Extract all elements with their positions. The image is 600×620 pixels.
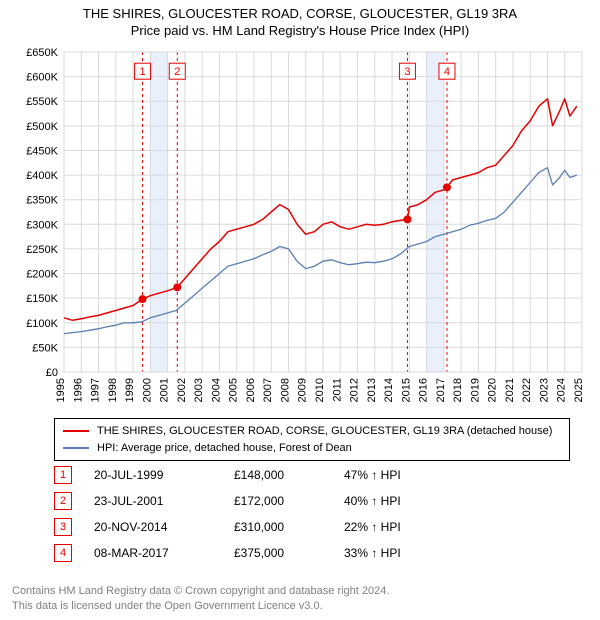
sales-row: 3 20-NOV-2014£310,00022% ↑ HPI xyxy=(54,514,444,540)
sale-diff: 22% ↑ HPI xyxy=(344,520,444,534)
svg-text:£150K: £150K xyxy=(26,293,58,305)
svg-text:£600K: £600K xyxy=(26,72,58,84)
svg-text:2016: 2016 xyxy=(418,378,430,402)
svg-text:2019: 2019 xyxy=(469,378,481,402)
svg-text:£50K: £50K xyxy=(32,342,58,354)
sale-diff: 33% ↑ HPI xyxy=(344,546,444,560)
sale-badge: 1 xyxy=(54,466,72,484)
svg-text:2022: 2022 xyxy=(521,378,533,402)
svg-text:2010: 2010 xyxy=(314,378,326,402)
legend-label: HPI: Average price, detached house, Fore… xyxy=(97,440,352,457)
svg-text:£650K: £650K xyxy=(26,47,58,59)
sale-price: £310,000 xyxy=(234,520,344,534)
sale-badge: 2 xyxy=(54,492,72,510)
legend: THE SHIRES, GLOUCESTER ROAD, CORSE, GLOU… xyxy=(54,418,570,461)
svg-text:2012: 2012 xyxy=(349,378,361,402)
legend-item: HPI: Average price, detached house, Fore… xyxy=(63,440,561,457)
sale-date: 08-MAR-2017 xyxy=(94,546,234,560)
svg-text:2008: 2008 xyxy=(279,378,291,402)
svg-text:2015: 2015 xyxy=(400,378,412,402)
svg-text:2007: 2007 xyxy=(262,378,274,402)
footer-line: Contains HM Land Registry data © Crown c… xyxy=(12,584,389,599)
svg-text:3: 3 xyxy=(404,66,410,78)
sale-date: 20-NOV-2014 xyxy=(94,520,234,534)
sales-table: 1 20-JUL-1999£148,00047% ↑ HPI 2 23-JUL-200… xyxy=(54,462,444,566)
svg-text:2013: 2013 xyxy=(366,378,378,402)
sale-date: 23-JUL-2001 xyxy=(94,494,234,508)
svg-text:1999: 1999 xyxy=(124,378,136,402)
svg-text:1997: 1997 xyxy=(90,378,102,402)
legend-swatch xyxy=(63,430,89,432)
svg-text:1996: 1996 xyxy=(72,378,84,402)
svg-text:£100K: £100K xyxy=(26,318,58,330)
sale-badge: 4 xyxy=(54,544,72,562)
svg-text:2003: 2003 xyxy=(193,378,205,402)
chart-svg: £0 £50K £100K £150K £200K £250K £300K £350K £400… xyxy=(10,46,590,406)
svg-text:2018: 2018 xyxy=(452,378,464,402)
svg-text:2025: 2025 xyxy=(573,378,585,402)
svg-text:£200K: £200K xyxy=(26,269,58,281)
figure-container: THE SHIRES, GLOUCESTER ROAD, CORSE, GLOU… xyxy=(0,0,600,620)
sale-price: £375,000 xyxy=(234,546,344,560)
svg-text:1995: 1995 xyxy=(55,378,67,402)
legend-item: THE SHIRES, GLOUCESTER ROAD, CORSE, GLOU… xyxy=(63,423,561,440)
svg-text:2002: 2002 xyxy=(176,378,188,402)
sale-price: £148,000 xyxy=(234,468,344,482)
legend-swatch xyxy=(63,447,89,449)
svg-text:£450K: £450K xyxy=(26,145,58,157)
svg-text:2001: 2001 xyxy=(159,378,171,402)
svg-text:2011: 2011 xyxy=(331,378,343,402)
svg-text:2005: 2005 xyxy=(228,378,240,402)
sale-diff: 47% ↑ HPI xyxy=(344,468,444,482)
svg-text:1998: 1998 xyxy=(107,378,119,402)
svg-text:£300K: £300K xyxy=(26,219,58,231)
sale-diff: 40% ↑ HPI xyxy=(344,494,444,508)
sales-row: 4 08-MAR-2017£375,00033% ↑ HPI xyxy=(54,540,444,566)
chart-title-line2: Price paid vs. HM Land Registry's House … xyxy=(0,23,600,40)
svg-text:£550K: £550K xyxy=(26,96,58,108)
svg-text:£400K: £400K xyxy=(26,170,58,182)
svg-text:2017: 2017 xyxy=(435,378,447,402)
sale-badge: 3 xyxy=(54,518,72,536)
footer: Contains HM Land Registry data © Crown c… xyxy=(12,584,389,614)
legend-label: THE SHIRES, GLOUCESTER ROAD, CORSE, GLOU… xyxy=(97,423,552,440)
title-block: THE SHIRES, GLOUCESTER ROAD, CORSE, GLOU… xyxy=(0,0,600,40)
svg-text:£500K: £500K xyxy=(26,121,58,133)
svg-text:£350K: £350K xyxy=(26,195,58,207)
svg-text:2021: 2021 xyxy=(504,378,516,402)
svg-text:2004: 2004 xyxy=(210,378,222,402)
chart-area: £0 £50K £100K £150K £200K £250K £300K £350K £400… xyxy=(10,46,590,406)
svg-text:£0: £0 xyxy=(46,367,58,379)
sales-row: 2 23-JUL-2001£172,00040% ↑ HPI xyxy=(54,488,444,514)
svg-text:2000: 2000 xyxy=(141,378,153,402)
svg-text:4: 4 xyxy=(444,66,450,78)
sale-date: 20-JUL-1999 xyxy=(94,468,234,482)
svg-text:1: 1 xyxy=(140,66,146,78)
svg-text:2024: 2024 xyxy=(556,378,568,402)
chart-title-line1: THE SHIRES, GLOUCESTER ROAD, CORSE, GLOU… xyxy=(0,6,600,23)
footer-line: This data is licensed under the Open Gov… xyxy=(12,599,389,614)
svg-text:2006: 2006 xyxy=(245,378,257,402)
svg-text:2020: 2020 xyxy=(487,378,499,402)
sales-row: 1 20-JUL-1999£148,00047% ↑ HPI xyxy=(54,462,444,488)
svg-text:2009: 2009 xyxy=(297,378,309,402)
svg-text:£250K: £250K xyxy=(26,244,58,256)
sale-price: £172,000 xyxy=(234,494,344,508)
svg-text:2014: 2014 xyxy=(383,378,395,402)
svg-text:2023: 2023 xyxy=(538,378,550,402)
svg-text:2: 2 xyxy=(174,66,180,78)
